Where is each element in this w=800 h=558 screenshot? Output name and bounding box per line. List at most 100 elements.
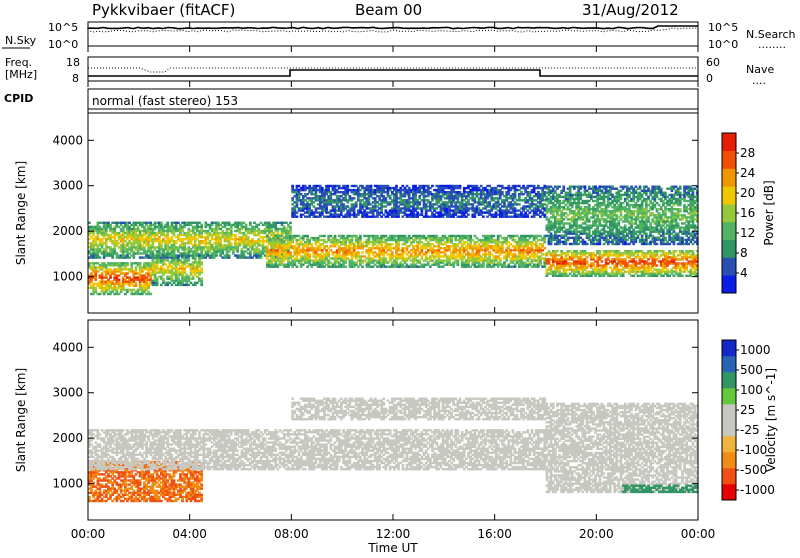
freq-left-tick-top: 18: [66, 56, 80, 69]
echo-cell: [177, 222, 180, 224]
echo-cell: [109, 293, 112, 295]
echo-cell: [274, 224, 277, 226]
echo-cell: [325, 245, 328, 247]
echo-cell: [344, 266, 347, 268]
echo-cell: [118, 274, 121, 276]
echo-cell: [514, 264, 517, 266]
echo-cell: [200, 267, 203, 269]
echo-cell: [412, 241, 415, 243]
echo-cell: [166, 259, 169, 261]
echo-cell: [490, 253, 493, 255]
echo-cell: [257, 248, 260, 250]
echo-cell: [257, 224, 260, 226]
echo-cell: [459, 185, 462, 187]
echo-cell: [503, 201, 506, 203]
echo-cell: [94, 289, 97, 291]
echo-cell: [302, 237, 305, 239]
nave-legend: ....: [752, 74, 766, 87]
echo-cell: [543, 241, 546, 243]
echo-cell: [370, 185, 373, 187]
echo-cell: [385, 197, 388, 199]
echo-cell: [590, 275, 593, 277]
echo-cell: [355, 185, 358, 187]
echo-cell: [507, 191, 510, 193]
echo-cell: [298, 185, 301, 187]
echo-cell: [173, 250, 176, 252]
echo-cell: [514, 207, 517, 209]
echo-cell: [289, 232, 292, 234]
echo-cell: [105, 228, 108, 230]
freq-unit-label: [MHz]: [5, 68, 37, 81]
echo-cell: [499, 257, 502, 259]
echo-cell: [353, 197, 356, 199]
echo-cell: [505, 259, 508, 261]
echo-cell: [395, 259, 398, 261]
noise-panel: N.Sky 10^5 10^0 10^5 10^0 N.Search .....…: [2, 21, 796, 51]
echo-cell: [143, 246, 146, 248]
echo-cell: [249, 222, 252, 224]
echo-cell: [406, 247, 409, 249]
echo-cell: [315, 191, 318, 193]
echo-cell: [486, 197, 489, 199]
echo-cell: [128, 276, 131, 278]
echo-cell: [567, 252, 570, 254]
echo-cell: [281, 235, 284, 237]
echo-cell: [296, 266, 299, 268]
echo-cell: [558, 269, 561, 271]
echo-cell: [283, 226, 286, 228]
echo-cell: [416, 211, 419, 213]
echo-cell: [260, 254, 263, 256]
echo-cell: [310, 243, 313, 245]
echo-cell: [514, 253, 517, 255]
echo-cell: [488, 185, 491, 187]
echo-cell: [361, 185, 364, 187]
echo-cell: [330, 249, 333, 251]
freq-left-tick-bottom: 8: [72, 72, 79, 85]
echo-cell: [435, 235, 438, 237]
echo-cell: [135, 285, 138, 287]
echo-cell: [467, 209, 470, 211]
echo-cell: [476, 185, 479, 187]
echo-cell: [516, 235, 519, 237]
echo-cell: [245, 224, 248, 226]
cpid-panel: CPID normal (fast stereo) 153: [4, 89, 698, 109]
echo-cell: [421, 209, 424, 211]
cpid-text: normal (fast stereo) 153: [92, 94, 238, 108]
echo-cell: [327, 251, 330, 253]
echo-cell: [408, 235, 411, 237]
echo-cell: [323, 239, 326, 241]
echo-cell: [471, 239, 474, 241]
echo-cell: [266, 255, 269, 257]
echo-cell: [200, 280, 203, 282]
echo-cell: [518, 203, 521, 205]
echo-cell: [560, 250, 563, 252]
echo-cell: [190, 282, 193, 284]
noise-left-tick-bottom: 10^0: [48, 38, 78, 51]
echo-cell: [344, 259, 347, 261]
echo-cell: [230, 228, 233, 230]
echo-cell: [262, 242, 265, 244]
echo-cell: [514, 239, 517, 241]
echo-cell: [147, 291, 150, 293]
echo-cell: [308, 255, 311, 257]
echo-cell: [338, 185, 341, 187]
echo-cell: [200, 250, 203, 252]
echo-cell: [385, 235, 388, 237]
echo-cell: [92, 232, 95, 234]
echo-cell: [291, 241, 294, 243]
echo-cell: [99, 226, 102, 228]
noise-right-tick-bottom: 10^0: [708, 38, 738, 51]
echo-cell: [164, 263, 167, 265]
echo-cell: [285, 222, 288, 224]
echo-cell: [355, 235, 358, 237]
echo-cell: [166, 222, 169, 224]
echo-cell: [94, 274, 97, 276]
echo-cell: [459, 187, 462, 189]
echo-cell: [236, 250, 239, 252]
echo-cell: [122, 228, 125, 230]
echo-cell: [243, 222, 246, 224]
echo-cell: [440, 197, 443, 199]
echo-cell: [469, 235, 472, 237]
echo-cell: [423, 235, 426, 237]
echo-cell: [584, 250, 587, 252]
